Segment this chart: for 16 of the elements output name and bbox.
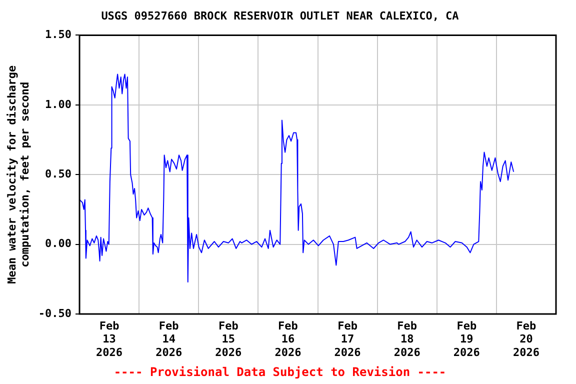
- text: ---- Provisional Data Subject to Revision ----: [114, 364, 446, 379]
- y-tick-label: 0.00: [45, 237, 72, 250]
- y-tick-label: 0.50: [45, 167, 72, 180]
- x-tick-label: Feb 13 2026: [96, 319, 123, 359]
- x-tick-label: Feb 17 2026: [334, 319, 362, 359]
- x-tick-label: Feb 16 2026: [274, 319, 302, 359]
- x-tick-label: Feb 15 2026: [215, 319, 242, 359]
- y-axis-title: Mean water velocity for discharge computation, feet per second: [5, 64, 32, 284]
- y-tick-label: -0.50: [38, 306, 72, 320]
- x-tick-label: Feb 19 2026: [453, 319, 480, 359]
- x-tick-label: Feb 20 2026: [512, 319, 540, 359]
- y-tick-label: 1.00: [45, 98, 72, 111]
- x-tick-label: Feb 14 2026: [156, 319, 182, 359]
- y-tick-label: 1.50: [45, 28, 72, 42]
- x-tick-label: Feb 18 2026: [394, 319, 421, 359]
- chart-title: USGS 09527660 BROCK RESERVOIR OUTLET NEAR CALEXICO, CA: [101, 9, 460, 22]
